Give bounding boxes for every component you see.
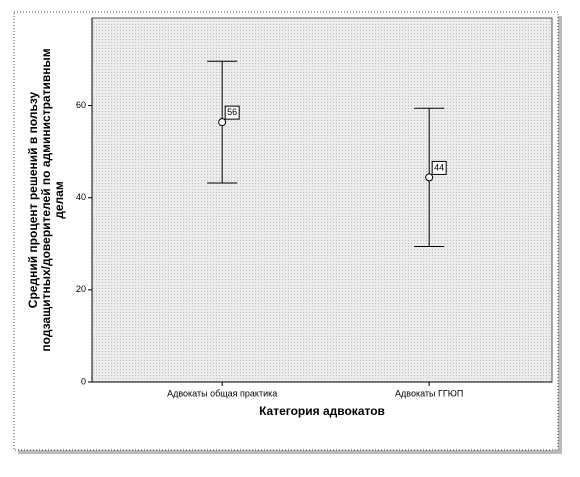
plot-area: [91, 17, 553, 383]
mean-point: [218, 118, 227, 127]
y-tick-label: 20: [76, 284, 86, 294]
value-label: 56: [227, 107, 237, 117]
y-tick-label: 0: [81, 376, 86, 386]
y-axis-title-line: Средний процент решений в пользу: [26, 91, 40, 308]
mean-point: [425, 173, 434, 182]
value-label-box: [224, 105, 240, 120]
x-tick-label: Адвокаты ГГЮП: [395, 388, 463, 398]
y-tick-label: 60: [76, 100, 86, 110]
x-axis-title: Категория адвокатов: [259, 404, 385, 418]
value-label-box: [431, 160, 447, 175]
y-axis-title: Средний процент решений в пользу подзащи…: [26, 48, 66, 351]
y-axis-title-line: делам: [52, 181, 66, 219]
x-tick-label: Адвокаты общая практика: [167, 388, 277, 398]
value-label: 44: [434, 162, 444, 172]
y-tick-label: 40: [76, 192, 86, 202]
y-axis-title-line: подзащитных/доверителей по административ…: [39, 48, 53, 351]
